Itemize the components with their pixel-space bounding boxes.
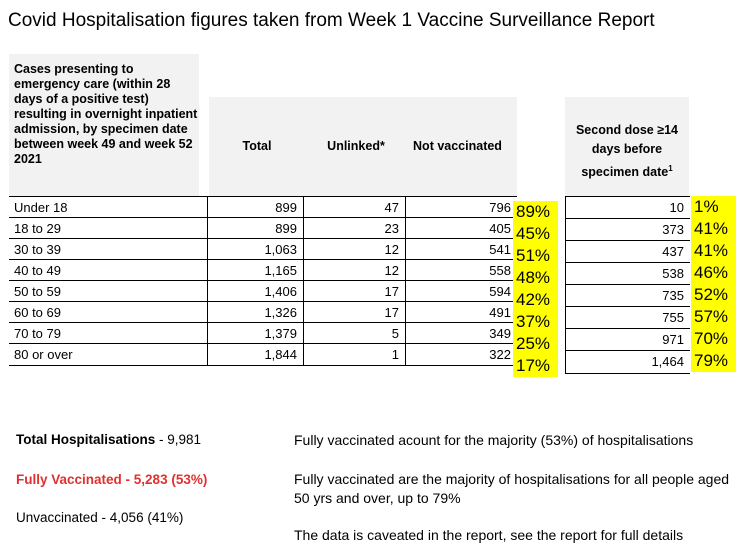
second-dose-cell: 10 <box>566 197 690 219</box>
not-vaccinated-percent: 89% <box>516 202 551 221</box>
age-cell: Under 18 <box>9 197 208 217</box>
second-dose-percent: 41% <box>694 219 729 238</box>
fully-vaccinated-summary: Fully Vaccinated - 5,283 (53%) <box>16 472 208 487</box>
note-age-50: Fully vaccinated are the majority of hos… <box>294 471 730 506</box>
table-row: 18 to 29 899 23 405 <box>9 218 517 239</box>
second-dose-table: 10 373 437 538 735 755 971 1,464 <box>565 196 690 374</box>
not-vaccinated-cell: 322 <box>489 347 511 362</box>
total-cell: 1,326 <box>208 302 304 322</box>
table-row: 30 to 39 1,063 12 541 <box>9 239 517 260</box>
total-cell: 1,844 <box>208 344 304 365</box>
table-row: 80 or over 1,844 1 322 <box>9 344 517 365</box>
unvaccinated-summary: Unvaccinated - 4,056 (41%) <box>16 510 184 525</box>
table-row: Under 18 899 47 796 <box>9 197 517 218</box>
second-dose-cell: 373 <box>566 219 690 241</box>
not-vaccinated-percent: 25% <box>516 334 551 353</box>
second-dose-percent: 1% <box>694 197 719 216</box>
age-cell: 70 to 79 <box>9 323 208 343</box>
table-row: 50 to 59 1,406 17 594 <box>9 281 517 302</box>
not-vaccinated-percent: 42% <box>516 290 551 309</box>
second-dose-percent: 52% <box>694 285 729 304</box>
not-vaccinated-percent: 51% <box>516 246 551 265</box>
table-row: 70 to 79 1,379 5 349 <box>9 323 517 344</box>
unlinked-cell: 17 <box>304 302 406 322</box>
total-cell: 1,379 <box>208 323 304 343</box>
hospitalisation-table: Under 18 899 47 796 18 to 29 899 23 405 30 to 39… <box>9 196 517 366</box>
second-dose-cell: 1,464 <box>651 354 684 369</box>
unlinked-cell: 1 <box>304 344 406 365</box>
not-vaccinated-cell: 558 <box>489 263 511 278</box>
table-row: 40 to 49 1,165 12 558 <box>9 260 517 281</box>
age-cell: 40 to 49 <box>9 260 208 280</box>
not-vaccinated-percent: 37% <box>516 312 551 331</box>
unlinked-cell: 12 <box>304 260 406 280</box>
not-vaccinated-percent-column: 89% 45% 51% 48% 42% 37% 25% 17% <box>513 201 558 377</box>
not-vaccinated-percent: 48% <box>516 268 551 287</box>
total-cell: 1,406 <box>208 281 304 301</box>
second-dose-percent: 57% <box>694 307 729 326</box>
total-hospitalisations: Total Hospitalisations - 9,981 <box>16 432 202 447</box>
second-dose-percent: 70% <box>694 329 729 348</box>
age-cell: 60 to 69 <box>9 302 208 322</box>
unlinked-cell: 12 <box>304 239 406 259</box>
note-majority: Fully vaccinated acount for the majority… <box>294 432 694 448</box>
not-vaccinated-percent: 17% <box>516 356 551 375</box>
total-cell: 1,063 <box>208 239 304 259</box>
second-dose-cell: 755 <box>566 307 690 329</box>
total-cell: 899 <box>208 197 304 217</box>
unlinked-cell: 47 <box>304 197 406 217</box>
unlinked-cell: 5 <box>304 323 406 343</box>
not-vaccinated-cell: 594 <box>489 284 511 299</box>
second-dose-percent: 46% <box>694 263 729 282</box>
second-dose-percent-column: 1% 41% 41% 46% 52% 57% 70% 79% <box>691 196 736 372</box>
not-vaccinated-cell: 405 <box>489 221 511 236</box>
second-dose-cell: 971 <box>566 329 690 351</box>
second-dose-cell: 735 <box>566 285 690 307</box>
second-dose-percent: 41% <box>694 241 729 260</box>
table-header-not-vaccinated: Not vaccinated <box>398 97 517 196</box>
second-dose-cell: 538 <box>566 263 690 285</box>
total-cell: 1,165 <box>208 260 304 280</box>
total-cell: 899 <box>208 218 304 238</box>
table-header-unlinked: Unlinked* <box>305 97 407 196</box>
not-vaccinated-percent: 45% <box>516 224 551 243</box>
note-caveat: The data is caveated in the report, see … <box>294 527 684 543</box>
not-vaccinated-cell: 491 <box>489 305 511 320</box>
table-header-description: Cases presenting to emergency care (with… <box>9 54 199 196</box>
table-row: 60 to 69 1,326 17 491 <box>9 302 517 323</box>
age-cell: 18 to 29 <box>9 218 208 238</box>
page-title: Covid Hospitalisation figures taken from… <box>8 10 655 31</box>
second-dose-cell: 437 <box>566 241 690 263</box>
unlinked-cell: 23 <box>304 218 406 238</box>
not-vaccinated-cell: 349 <box>489 326 511 341</box>
table-header-second-dose: Second dose ≥14 days before specimen dat… <box>565 97 689 196</box>
table-header-total: Total <box>209 97 305 196</box>
age-cell: 30 to 39 <box>9 239 208 259</box>
age-cell: 50 to 59 <box>9 281 208 301</box>
second-dose-percent: 79% <box>694 351 729 370</box>
age-cell: 80 or over <box>9 344 208 365</box>
not-vaccinated-cell: 541 <box>489 242 511 257</box>
not-vaccinated-cell: 796 <box>489 200 511 215</box>
unlinked-cell: 17 <box>304 281 406 301</box>
